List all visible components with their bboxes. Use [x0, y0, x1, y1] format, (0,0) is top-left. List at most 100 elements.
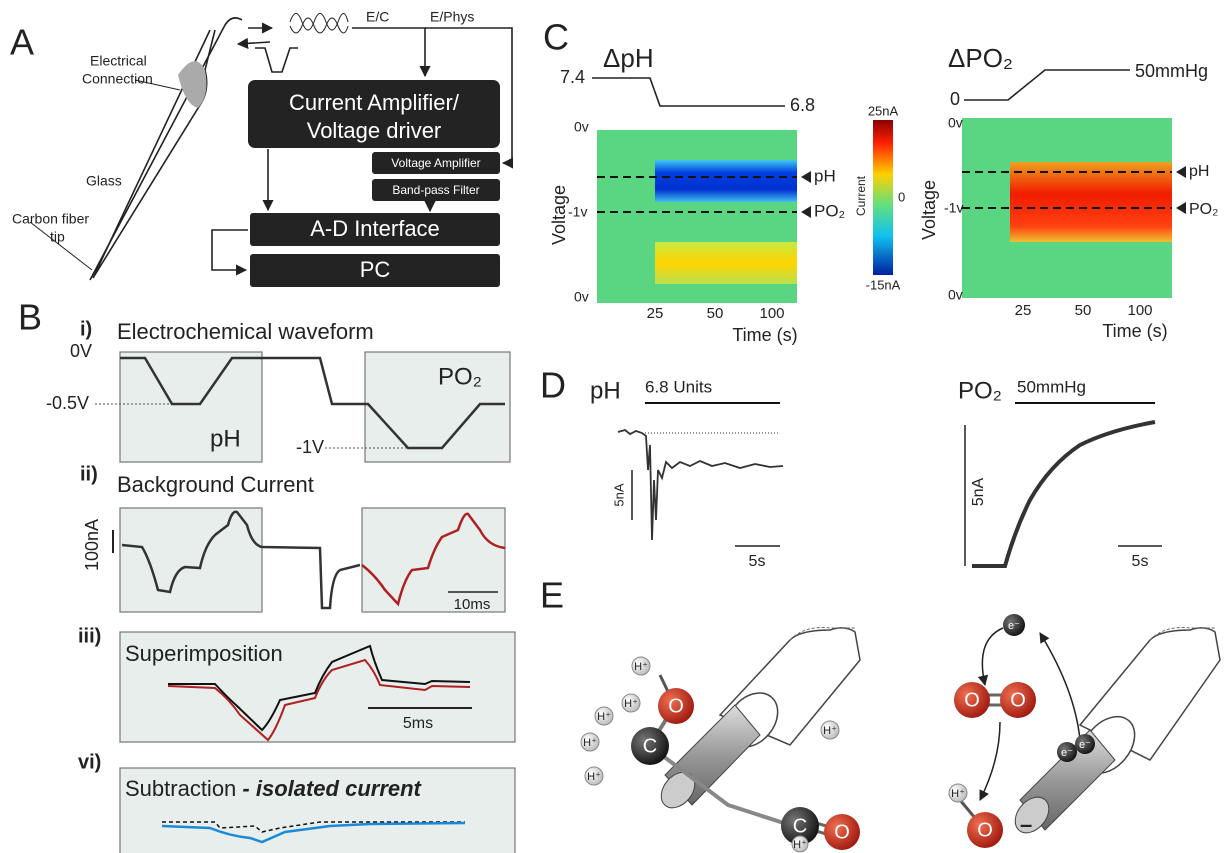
heatmap-band: [655, 242, 797, 284]
ph-trace: [618, 430, 783, 540]
tick-label: 0v: [574, 119, 589, 135]
ion-label: H⁺: [597, 711, 611, 723]
scale-label: 5ms: [403, 715, 433, 732]
ion-label: H⁺: [624, 698, 638, 710]
title: Background Current: [117, 472, 314, 497]
label: PO₂: [438, 363, 482, 390]
colorbar-label: Current: [854, 175, 868, 216]
tick-label: 25: [1015, 302, 1032, 319]
label: PC: [360, 257, 391, 282]
panel-label: A: [10, 22, 34, 63]
label: 0V: [70, 341, 92, 361]
electron-label: e⁻: [1061, 747, 1073, 759]
waveform-icon: [255, 48, 298, 72]
stimulus: [964, 70, 1130, 100]
panel-e: E O C C O H⁺ H⁺ H⁺ H⁺ H⁺ H⁺: [540, 575, 1220, 852]
label: 7.4: [560, 67, 585, 87]
axis-label: Time (s): [1102, 321, 1167, 341]
numeral: iii): [78, 625, 101, 647]
atom-label: C: [793, 815, 807, 837]
label: Electrical: [90, 53, 147, 69]
title: Subtraction: [125, 776, 242, 801]
panel-label: D: [540, 365, 566, 406]
marker-label: PO₂: [814, 201, 845, 220]
tick-label: 0v: [948, 287, 963, 303]
tick-label: 0: [898, 189, 905, 204]
scale-label: 5nA: [611, 483, 626, 506]
atom-label: O: [668, 695, 684, 717]
panel-b: B i) Electrochemical waveform 0V -0.5V -…: [18, 297, 515, 853]
title: Electrochemical waveform: [117, 319, 374, 344]
label: -1V: [296, 437, 324, 457]
scale-label: 5s: [749, 553, 766, 570]
label: Glass: [86, 173, 122, 189]
label: E/Phys: [430, 9, 474, 25]
axis-label: Time (s): [732, 325, 797, 345]
axis-label: Voltage: [549, 185, 569, 245]
tick-label: 50: [707, 305, 724, 322]
figure: A Electrical Connection Glass Carbon fib…: [0, 0, 1225, 853]
bond: [960, 800, 975, 818]
po2-trace: [972, 422, 1155, 566]
label: A-D Interface: [310, 216, 440, 241]
atom-label: O: [977, 819, 993, 841]
stimulus-label: 6.8 Units: [645, 377, 712, 396]
stimulus: [592, 78, 785, 106]
arrow: [980, 722, 1000, 800]
scale-label: 5s: [1132, 553, 1149, 570]
window: [120, 352, 262, 462]
arrow: [352, 28, 425, 76]
ion-label: H⁺: [587, 771, 601, 783]
tick-label: 0v: [574, 289, 589, 305]
panel-c: C ΔpH 7.4 6.8 0v -1v 0v Voltage 25 50 10…: [543, 17, 1218, 345]
ion-label: H⁺: [583, 737, 597, 749]
title: Superimposition: [125, 641, 283, 666]
tick-label: -1v: [568, 204, 587, 220]
scale-label: 5nA: [970, 477, 987, 506]
pointer: [1176, 202, 1186, 214]
tick-label: -1v: [944, 200, 963, 216]
label: Carbon fiber: [12, 211, 89, 227]
heatmap-band: [1010, 162, 1172, 242]
pointer: [801, 171, 811, 183]
numeral: i): [80, 318, 92, 340]
scale-label: 10ms: [454, 596, 491, 613]
window: [120, 508, 262, 612]
emphasis: - isolated current: [242, 776, 422, 801]
colorbar: [873, 120, 893, 275]
label: tip: [50, 229, 65, 245]
title: Subtraction - isolated current: [125, 776, 423, 801]
atom-label: O: [834, 821, 850, 843]
label: -0.5V: [46, 393, 89, 413]
label: 6.8: [790, 95, 815, 115]
signal-icon: [290, 14, 348, 34]
tick-label: 100: [1127, 302, 1152, 319]
electron-label: e⁻: [1079, 739, 1091, 751]
ion-label: H⁺: [634, 661, 648, 673]
label: E/C: [366, 9, 389, 25]
axis-label: Voltage: [919, 180, 939, 240]
label: Band-pass Filter: [392, 183, 479, 197]
heatmap-band: [655, 160, 797, 202]
ion-label: H⁺: [951, 788, 965, 800]
marker-label: PO₂: [1189, 201, 1218, 218]
electrical-connection: [178, 61, 206, 108]
tick-label: 25: [647, 305, 664, 322]
panel-d: D pH 6.8 Units 5nA 5s PO₂ 50mmHg 5nA 5s: [540, 365, 1162, 571]
ion-label: H⁺: [793, 839, 807, 851]
title: pH: [590, 377, 621, 404]
pointer: [801, 206, 811, 218]
marker-label: pH: [814, 166, 836, 185]
tick-label: 25nA: [868, 103, 899, 118]
pointer: [1176, 166, 1186, 178]
label: 0: [950, 89, 960, 109]
panel-label: C: [543, 17, 569, 58]
atom-label: O: [964, 689, 980, 711]
tick-label: 50: [1075, 302, 1092, 319]
label: Current Amplifier/: [289, 90, 460, 115]
panel-label: B: [18, 297, 42, 338]
numeral: vi): [78, 751, 101, 773]
stimulus-label: 50mmHg: [1017, 377, 1086, 396]
tick-label: -15nA: [866, 277, 901, 292]
arrow: [238, 42, 270, 44]
